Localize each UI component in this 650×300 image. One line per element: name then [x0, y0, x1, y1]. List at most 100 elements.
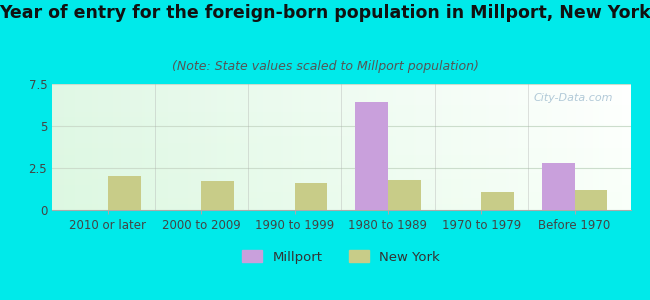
Bar	[491, 84, 495, 210]
Bar	[52, 123, 630, 124]
Text: Year of entry for the foreign-born population in Millport, New York: Year of entry for the foreign-born popul…	[0, 4, 650, 22]
Bar	[52, 180, 630, 181]
Bar	[509, 84, 512, 210]
Bar	[408, 84, 411, 210]
Bar	[521, 84, 523, 210]
Bar	[52, 182, 630, 183]
Bar	[240, 84, 243, 210]
Bar	[118, 84, 122, 210]
Bar	[52, 112, 630, 113]
Bar	[52, 120, 630, 121]
Bar	[356, 103, 388, 210]
Bar	[136, 84, 139, 210]
Bar	[52, 128, 630, 129]
Bar	[92, 84, 96, 210]
Bar	[52, 168, 630, 169]
Bar	[159, 84, 162, 210]
Bar	[52, 153, 630, 154]
Bar	[52, 178, 630, 179]
Bar	[52, 107, 630, 108]
Bar	[376, 84, 379, 210]
Bar	[593, 84, 596, 210]
Bar	[142, 84, 144, 210]
Bar	[182, 84, 185, 210]
Bar	[584, 84, 587, 210]
Bar	[628, 84, 630, 210]
Bar	[52, 152, 630, 153]
Bar	[616, 84, 619, 210]
Bar	[104, 84, 107, 210]
Bar	[52, 204, 630, 205]
Bar	[196, 84, 200, 210]
Bar	[266, 84, 269, 210]
Bar	[399, 84, 402, 210]
Bar	[347, 84, 350, 210]
Bar	[52, 84, 55, 210]
Bar	[52, 157, 630, 158]
Bar	[52, 164, 630, 165]
Bar	[578, 84, 581, 210]
Bar	[549, 84, 552, 210]
Bar	[555, 84, 558, 210]
Bar	[52, 104, 630, 105]
Bar	[52, 201, 630, 202]
Bar	[52, 134, 630, 135]
Bar	[625, 84, 628, 210]
Bar	[52, 145, 630, 146]
Bar	[52, 176, 630, 177]
Bar	[52, 131, 630, 132]
Bar	[246, 84, 249, 210]
Text: (Note: State values scaled to Millport population): (Note: State values scaled to Millport p…	[172, 60, 478, 73]
Bar	[58, 84, 60, 210]
Bar	[52, 193, 630, 194]
Bar	[185, 84, 188, 210]
Bar	[52, 118, 630, 119]
Bar	[108, 176, 140, 210]
Bar	[365, 84, 367, 210]
Bar	[474, 84, 477, 210]
Bar	[301, 84, 304, 210]
Bar	[122, 84, 124, 210]
Bar	[150, 84, 153, 210]
Bar	[434, 84, 437, 210]
Bar	[275, 84, 278, 210]
Bar	[489, 84, 491, 210]
Bar	[52, 188, 630, 189]
Bar	[52, 191, 630, 192]
Bar	[463, 84, 465, 210]
Bar	[515, 84, 517, 210]
Bar	[523, 84, 526, 210]
Bar	[60, 84, 64, 210]
Bar	[52, 95, 630, 96]
Bar	[162, 84, 165, 210]
Bar	[333, 84, 335, 210]
Bar	[52, 110, 630, 111]
Bar	[200, 84, 202, 210]
Bar	[52, 209, 630, 210]
Legend: Millport, New York: Millport, New York	[237, 245, 445, 269]
Bar	[223, 84, 226, 210]
Bar	[116, 84, 118, 210]
Bar	[255, 84, 257, 210]
Bar	[52, 148, 630, 149]
Bar	[90, 84, 92, 210]
Bar	[599, 84, 602, 210]
Bar	[52, 142, 630, 143]
Bar	[269, 84, 272, 210]
Bar	[437, 84, 439, 210]
Bar	[263, 84, 266, 210]
Bar	[78, 84, 81, 210]
Bar	[52, 174, 630, 175]
Bar	[581, 84, 584, 210]
Bar	[202, 182, 234, 210]
Bar	[191, 84, 194, 210]
Bar	[477, 84, 480, 210]
Bar	[52, 102, 630, 103]
Bar	[506, 84, 509, 210]
Bar	[324, 84, 327, 210]
Bar	[425, 84, 428, 210]
Bar	[133, 84, 136, 210]
Bar	[52, 155, 630, 156]
Bar	[176, 84, 179, 210]
Bar	[428, 84, 431, 210]
